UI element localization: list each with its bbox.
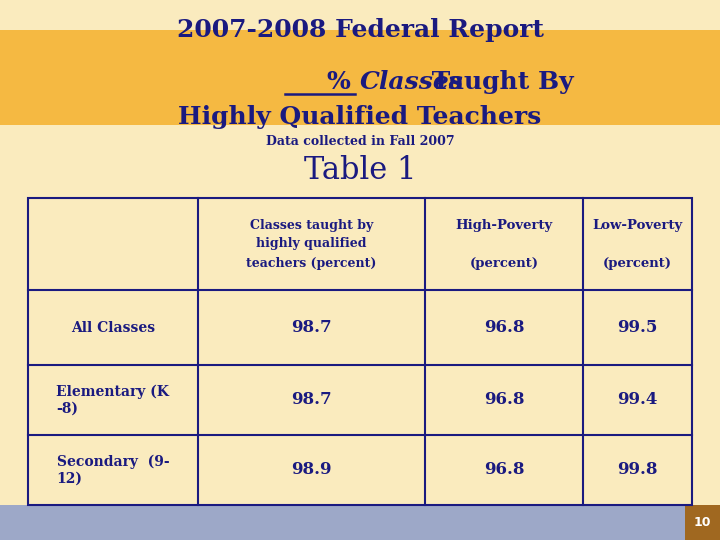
Text: High-Poverty

(percent): High-Poverty (percent): [455, 219, 553, 269]
Text: All Classes: All Classes: [71, 321, 155, 334]
Bar: [0, 505, 720, 540]
Text: Classes taught by
highly qualified
teachers (percent): Classes taught by highly qualified teach…: [246, 219, 377, 269]
Text: Secondary  (9-
12): Secondary (9- 12): [57, 455, 169, 485]
Text: Data collected in Fall 2007: Data collected in Fall 2007: [266, 135, 454, 148]
Text: 10: 10: [694, 516, 711, 529]
Text: Table 1: Table 1: [304, 155, 416, 186]
Text: 98.7: 98.7: [291, 319, 332, 336]
Text: 96.8: 96.8: [484, 462, 524, 478]
Text: 98.9: 98.9: [292, 462, 332, 478]
Text: 99.5: 99.5: [617, 319, 657, 336]
Text: 96.8: 96.8: [484, 392, 524, 408]
Text: 2007-2008 Federal Report: 2007-2008 Federal Report: [176, 18, 544, 42]
Text: %: %: [328, 70, 360, 94]
Text: Taught By: Taught By: [423, 70, 574, 94]
Bar: [685, 505, 720, 540]
Text: 98.7: 98.7: [291, 392, 332, 408]
Text: Classes: Classes: [360, 70, 464, 94]
Text: Highly Qualified Teachers: Highly Qualified Teachers: [179, 105, 541, 129]
Bar: [0, 30, 720, 125]
Text: 99.4: 99.4: [617, 392, 657, 408]
Text: 96.8: 96.8: [484, 319, 524, 336]
Text: Elementary (K
-8): Elementary (K -8): [56, 384, 169, 415]
Text: 99.8: 99.8: [617, 462, 658, 478]
Bar: [28, 198, 692, 505]
Text: Low-Poverty

(percent): Low-Poverty (percent): [593, 219, 683, 269]
